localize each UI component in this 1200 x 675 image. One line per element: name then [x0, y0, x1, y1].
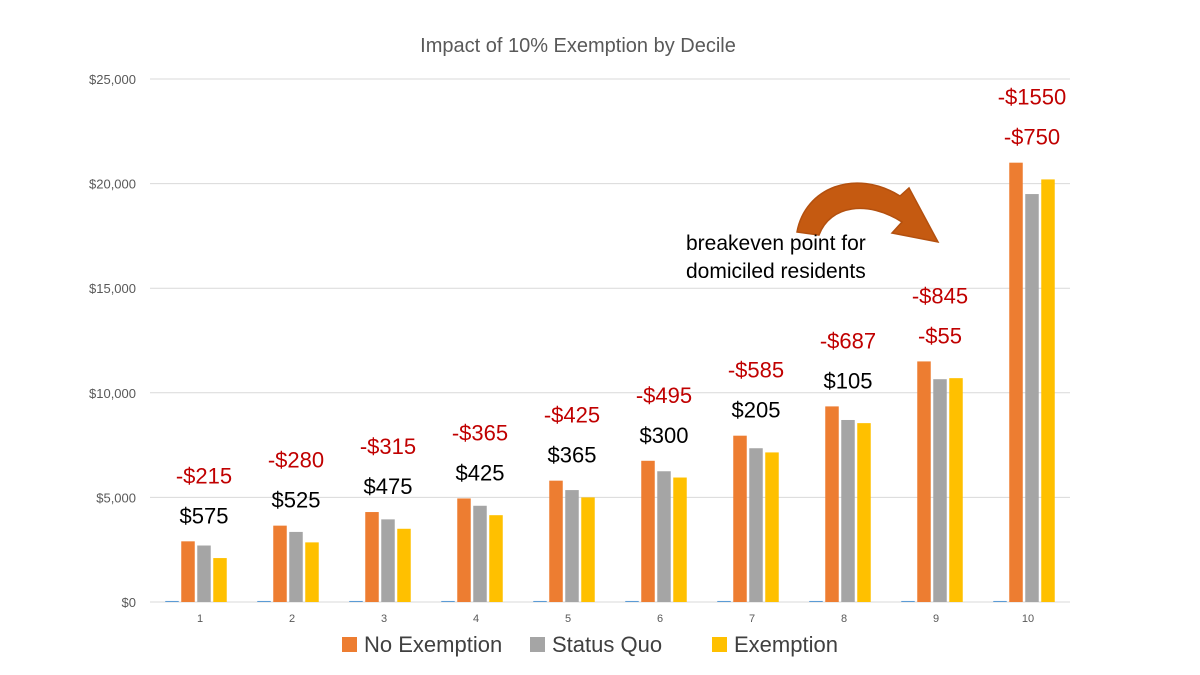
bar: [441, 600, 455, 602]
bar: [993, 600, 1007, 602]
y-tick-label: $15,000: [89, 281, 136, 296]
x-tick-label: 6: [657, 613, 663, 625]
y-tick-label: $25,000: [89, 72, 136, 87]
bar: [765, 452, 779, 602]
bar: [949, 378, 963, 602]
annotation-second: -$55: [918, 323, 962, 348]
annotation-red: -$215: [176, 463, 232, 488]
bar: [1041, 179, 1055, 602]
legend-label: Status Quo: [552, 632, 662, 657]
bar: [349, 600, 363, 602]
bar: [381, 519, 395, 602]
annotation-second: $300: [640, 423, 689, 448]
y-axis-ticks: $0 $5,000 $10,000 $15,000 $20,000 $25,000: [89, 72, 136, 610]
legend-label: Exemption: [734, 632, 838, 657]
y-tick-label: $20,000: [89, 177, 136, 192]
x-tick-label: 4: [473, 613, 479, 625]
annotation-red: -$687: [820, 328, 876, 353]
bar: [289, 531, 303, 602]
chart-title: Impact of 10% Exemption by Decile: [420, 35, 736, 57]
breakeven-note-line-2: domiciled residents: [686, 260, 866, 283]
bar: [165, 600, 179, 602]
bar: [181, 541, 195, 602]
bar: [657, 471, 671, 602]
annotations: $575 -$215 $525 -$280 $475 -$315 $425 -$365 $365…: [176, 85, 1066, 529]
bar: [533, 600, 547, 602]
bars: [165, 162, 1055, 602]
bar: [917, 361, 931, 602]
annotation-second: $525: [272, 488, 321, 513]
legend: No Exemption Status Quo Exemption: [342, 632, 838, 657]
x-tick-label: 8: [841, 613, 847, 625]
annotation-red: -$365: [452, 420, 508, 445]
x-tick-label: 5: [565, 613, 571, 625]
x-axis-ticks: 1 2 3 4 5 6 7 8 9 10: [197, 613, 1034, 625]
bar: [673, 477, 687, 602]
annotation-red: -$425: [544, 403, 600, 428]
bar: [809, 600, 823, 602]
bar: [717, 600, 731, 602]
bar: [581, 497, 595, 602]
x-tick-label: 2: [289, 613, 295, 625]
legend-swatch: [712, 637, 727, 652]
gridlines: [150, 78, 1070, 603]
bar: [489, 515, 503, 602]
annotation-red: -$585: [728, 358, 784, 383]
annotation-red: -$280: [268, 448, 324, 473]
bar: [933, 379, 947, 602]
annotation-red: -$845: [912, 283, 968, 308]
bar: [257, 600, 271, 602]
annotation-second: $425: [456, 460, 505, 485]
bar: [733, 435, 747, 602]
y-tick-label: $0: [122, 595, 136, 610]
legend-swatch: [530, 637, 545, 652]
bar: [397, 528, 411, 602]
bar: [625, 600, 639, 602]
bar: [1009, 162, 1023, 602]
bar: [901, 600, 915, 602]
annotation-second: -$750: [1004, 125, 1060, 150]
breakeven-note-line-1: breakeven point for: [686, 232, 866, 255]
x-tick-label: 1: [197, 613, 203, 625]
x-tick-label: 10: [1022, 613, 1034, 625]
bar: [1025, 194, 1039, 602]
bar: [213, 558, 227, 602]
bar: [749, 448, 763, 602]
y-tick-label: $10,000: [89, 386, 136, 401]
bar: [825, 406, 839, 602]
x-tick-label: 3: [381, 613, 387, 625]
x-tick-label: 7: [749, 613, 755, 625]
bar: [841, 419, 855, 602]
annotation-red: -$495: [636, 383, 692, 408]
bar: [641, 460, 655, 602]
bar: [197, 545, 211, 602]
bar: [305, 542, 319, 602]
annotation-second: $575: [180, 503, 229, 528]
bar: [457, 498, 471, 602]
x-tick-label: 9: [933, 613, 939, 625]
bar: [857, 423, 871, 602]
breakeven-arrow-icon: [796, 182, 940, 244]
legend-swatch: [342, 637, 357, 652]
annotation-second: $365: [548, 443, 597, 468]
annotation-red: -$315: [360, 434, 416, 459]
bar: [549, 480, 563, 602]
bar: [365, 512, 379, 602]
bar: [273, 525, 287, 602]
legend-label: No Exemption: [364, 632, 502, 657]
bar: [565, 490, 579, 602]
y-tick-label: $5,000: [96, 490, 136, 505]
bar: [473, 505, 487, 602]
annotation-red: -$1550: [998, 85, 1067, 110]
annotation-second: $205: [732, 398, 781, 423]
annotation-second: $105: [824, 368, 873, 393]
annotation-second: $475: [364, 474, 413, 499]
